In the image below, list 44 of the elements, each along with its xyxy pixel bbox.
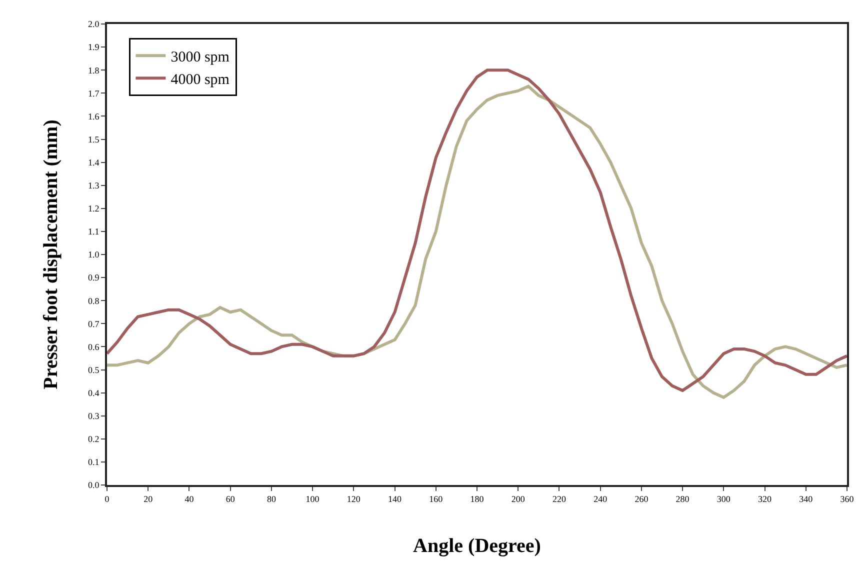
x-tick-label: 40 — [184, 494, 194, 504]
x-tick-label: 220 — [552, 494, 566, 504]
x-tick-label: 360 — [840, 494, 854, 504]
y-tick-label: 1.2 — [88, 204, 100, 214]
x-tick-label: 160 — [429, 494, 444, 504]
y-tick-label: 0.2 — [88, 434, 100, 444]
y-tick-label: 1.4 — [88, 157, 100, 168]
x-tick-label: 300 — [716, 494, 731, 504]
x-tick-label: 140 — [388, 494, 402, 504]
y-tick-label: 1.9 — [88, 42, 100, 52]
x-tick-label: 280 — [676, 494, 690, 504]
y-tick-label: 1.8 — [88, 65, 100, 76]
x-tick-label: 120 — [346, 494, 361, 504]
x-tick-label: 320 — [758, 494, 772, 504]
y-tick-label: 0.4 — [88, 388, 100, 398]
x-axis-title: Angle (Degree) — [413, 534, 541, 557]
y-axis-title: Presser foot displacement (mm) — [40, 120, 62, 390]
y-tick-label: 1.0 — [88, 250, 100, 260]
x-tick-label: 260 — [634, 494, 649, 504]
y-tick-label: 0.3 — [88, 411, 100, 421]
x-tick-label: 100 — [306, 494, 320, 504]
y-tick-label: 1.6 — [88, 111, 100, 122]
y-tick-label: 0.7 — [88, 318, 100, 329]
x-tick-label: 0 — [104, 494, 110, 504]
legend-label: 3000 spm — [170, 49, 230, 66]
y-tick-label: 2.0 — [88, 19, 100, 30]
y-tick-label: 0.1 — [88, 457, 100, 468]
y-tick-label: 0.5 — [88, 364, 100, 375]
legend-label: 4000 spm — [170, 72, 230, 88]
x-tick-label: 200 — [511, 494, 526, 504]
y-tick-label: 1.3 — [88, 180, 100, 190]
y-tick-label: 0.6 — [88, 342, 100, 352]
y-tick-label: 1.7 — [88, 88, 100, 98]
x-tick-label: 180 — [470, 494, 484, 504]
y-tick-label: 0.8 — [88, 296, 100, 306]
y-tick-label: 1.1 — [88, 226, 100, 237]
y-tick-label: 0.0 — [88, 480, 100, 490]
y-tick-label: 1.5 — [88, 134, 100, 144]
x-tick-label: 340 — [799, 494, 814, 504]
x-tick-label: 80 — [266, 494, 276, 504]
x-tick-label: 20 — [144, 494, 154, 504]
x-tick-label: 60 — [226, 494, 236, 504]
y-tick-label: 0.9 — [88, 272, 100, 283]
x-tick-label: 240 — [594, 494, 608, 504]
